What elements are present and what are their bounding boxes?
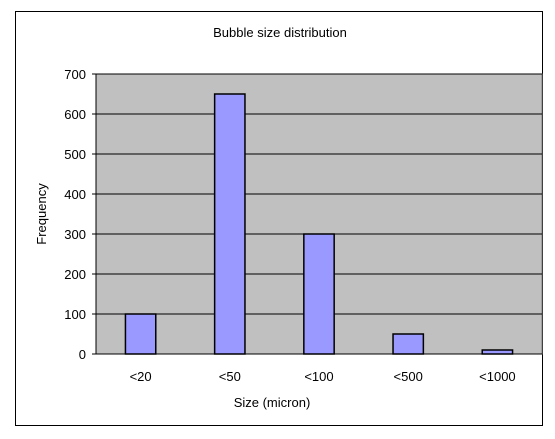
bar: [124, 313, 157, 355]
chart-title: Bubble size distribution: [213, 25, 347, 40]
y-tick-label: 600: [64, 107, 86, 122]
x-tick-label: <500: [394, 369, 423, 384]
x-tick-label: <100: [304, 369, 333, 384]
y-tick-label: 500: [64, 147, 86, 162]
bar: [392, 333, 425, 355]
bars: [124, 93, 514, 355]
y-tick-label: 400: [64, 187, 86, 202]
x-tick-label: <20: [130, 369, 152, 384]
x-axis-label: Size (micron): [234, 395, 311, 410]
bar: [213, 93, 246, 355]
y-tick-label: 700: [64, 67, 86, 82]
y-tick-label: 200: [64, 267, 86, 282]
y-tick-label: 0: [79, 347, 86, 362]
x-axis-tick-labels: <20 <50 <100 <500 <1000: [130, 369, 516, 384]
y-tick-label: 300: [64, 227, 86, 242]
x-tick-label: <50: [219, 369, 241, 384]
bar: [481, 349, 514, 355]
y-axis-tick-labels: 0 100 200 300 400 500 600 700: [64, 67, 96, 362]
bar: [303, 233, 335, 355]
y-tick-label: 100: [64, 307, 86, 322]
y-axis-label: Frequency: [34, 183, 49, 245]
x-tick-label: <1000: [479, 369, 516, 384]
